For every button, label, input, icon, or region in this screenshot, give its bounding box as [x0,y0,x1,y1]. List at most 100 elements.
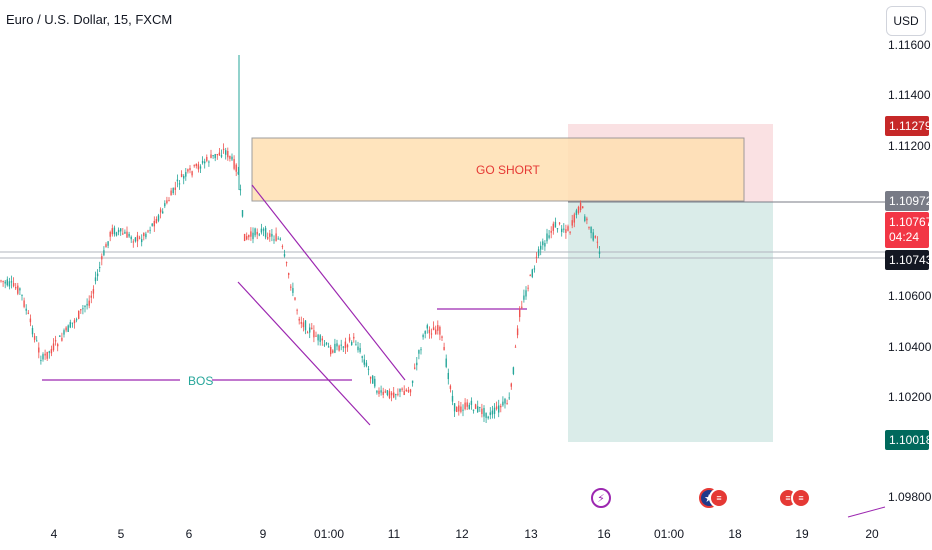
candle-body [403,391,405,396]
candle-body [443,346,445,351]
candle-body [61,337,63,341]
candle-body [582,206,584,209]
candle-body [59,335,61,337]
candle-body [222,148,225,150]
candle-body [571,220,573,226]
candle-body [248,235,250,238]
bos-label: BOS [188,374,214,388]
last-price-value: 1.10767 [889,215,932,229]
candle-body [401,388,403,390]
candle-body [183,175,185,179]
candle-body [540,245,542,250]
price-tick: 1.10400 [888,340,932,354]
candle-body [317,334,319,341]
candle-body [134,237,137,242]
candle-body [269,233,271,237]
candle-body [577,206,580,213]
candle-body [290,286,292,288]
candle-body [464,402,466,410]
price-tick: 1.09800 [888,490,932,504]
candle-body [67,325,69,332]
candle-body [554,221,557,228]
candle-body [327,346,330,348]
candle-body [164,203,166,207]
lightning-icon[interactable]: ⚡ [591,488,611,508]
candle-body [558,222,561,224]
candle-body [445,358,447,367]
candle-body [386,390,389,395]
candle-body [384,391,386,393]
eu-us-flag-icon[interactable]: ≡ [709,488,729,508]
candle-body [4,281,6,284]
candle-body [565,229,567,233]
candle-body [430,333,433,335]
candle-body [0,280,2,282]
candle-body [529,275,531,277]
candle-body [363,359,365,365]
candle-body [569,231,571,233]
candle-body [44,353,46,356]
currency-button[interactable]: USD [886,6,926,36]
candle-body [283,254,286,257]
candle-body [246,236,248,240]
candle-body [237,171,239,175]
candle-body [27,312,29,314]
candle-body [449,385,452,389]
candle-body [428,329,431,334]
candle-body [390,392,393,396]
candle-body [65,327,67,331]
channel-lower-line [237,281,371,426]
candle-body [292,288,294,293]
candle-body [405,389,407,392]
candle-body [542,241,544,246]
candle-body [40,360,42,362]
candle-body [189,168,191,171]
candle-body [420,349,422,351]
candle-body [348,337,351,341]
candle-body [254,228,256,236]
candle-series [0,55,601,423]
candle-body [204,161,206,164]
candle-body [277,238,279,240]
candle-body [519,309,521,318]
candle-body [147,230,149,232]
candle-body [586,218,588,221]
time-tick: 20 [865,527,879,541]
candle-body [241,210,244,217]
candle-body [212,154,214,157]
candle-body [86,303,88,306]
candle-body [342,346,344,348]
time-tick: 5 [117,527,125,541]
candle-body [33,335,36,340]
us-us-flag-icon[interactable]: ≡ [791,488,811,508]
candle-body [227,151,229,158]
price-tick: 1.10600 [888,289,932,303]
candle-body [279,238,281,240]
candle-body [225,150,227,155]
candle-body [531,269,533,277]
candle-body [321,338,323,341]
candle-body [315,335,317,337]
candle-body [229,155,231,159]
candle-body [174,187,176,190]
candle-body [162,211,164,214]
candle-body [239,189,242,191]
candle-body [598,251,601,254]
candle-body [325,342,328,345]
candle-body [334,343,336,353]
candle-body [376,390,378,393]
candle-body [594,236,596,238]
candle-body [304,320,307,331]
candle-body [462,409,464,411]
candle-body [353,336,355,339]
candle-body [99,267,101,269]
candle-body [149,229,151,231]
candle-body [275,233,277,241]
candle-body [588,227,590,229]
candle-body [498,405,500,413]
candle-body [351,342,353,345]
candle-body [2,280,4,282]
candle-body [117,229,120,233]
candle-body [521,306,523,308]
